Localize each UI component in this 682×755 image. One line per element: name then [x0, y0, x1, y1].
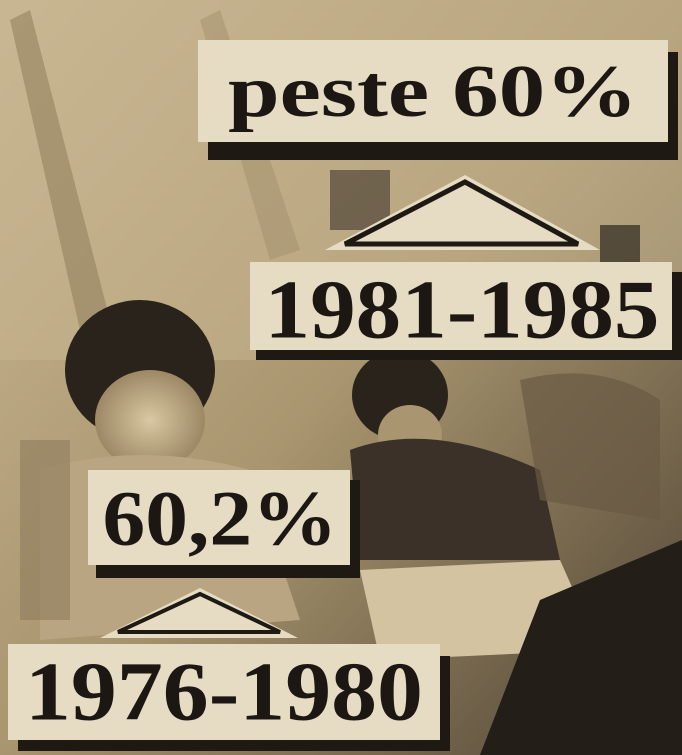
label-602: 60,2% [88, 470, 360, 578]
label-text: peste 60% [228, 51, 638, 133]
label-text: 1976-1980 [25, 646, 423, 739]
clipping: peste 60% 1981-1985 60,2% 1976-1980 [0, 0, 682, 755]
label-1981: 1981-1985 [250, 262, 682, 360]
label-text: 60,2% [103, 475, 338, 562]
label-1976: 1976-1980 [8, 644, 450, 751]
label-peste: peste 60% [198, 40, 678, 160]
page: {"labels": [ {"text": "peste 60%"}, {"te… [0, 0, 682, 755]
label-text: 1981-1985 [265, 264, 660, 357]
